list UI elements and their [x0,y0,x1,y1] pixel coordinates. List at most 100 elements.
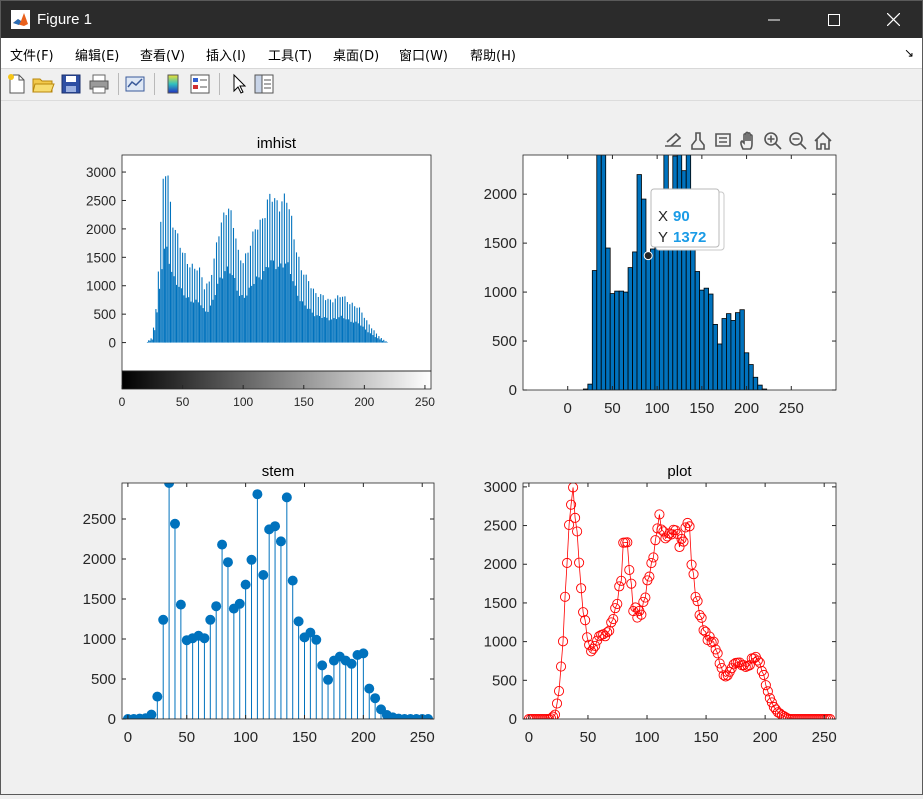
menu-tools[interactable]: 工具(T) [268,49,313,64]
y-tick-label: 2500 [86,193,116,208]
menu-desktop[interactable]: 桌面(D) [333,49,380,64]
y-tick-label: 1500 [484,235,517,252]
x-tick-label: 150 [689,400,714,417]
plot-marker [574,557,585,568]
toolbar-separator [154,73,155,95]
link-plot-icon[interactable] [123,72,147,96]
y-tick-label: 1500 [86,250,116,265]
histogram-bar [734,312,741,390]
histogram-bar [721,318,727,390]
histogram-bar [752,376,759,390]
plot-marker [555,661,567,672]
histogram-bar [641,198,647,390]
close-button[interactable] [870,1,916,38]
plot-marker [580,615,591,626]
plot-marker [656,524,667,535]
new-figure-icon[interactable] [5,72,29,96]
x-tick-label: 100 [233,729,258,746]
plot-marker [551,698,563,709]
stem-marker [217,539,228,550]
x-tick-label: 50 [176,395,190,409]
histogram-bar [605,247,611,390]
plot-content [146,175,388,343]
y-tick-label: 500 [492,672,517,689]
plot-marker [640,592,651,603]
minimize-button[interactable] [751,1,797,38]
stem-marker [158,614,169,625]
stem-marker [222,557,233,568]
x-tick-label: 50 [178,729,195,746]
plot-marker [578,607,589,618]
histogram-bar [730,320,736,390]
property-inspector-icon[interactable] [252,72,276,96]
y-tick-label: 0 [108,711,116,728]
histogram-bar [587,383,593,390]
x-tick-label: 100 [233,395,253,409]
plot-marker [768,701,779,713]
plot-marker [758,669,769,681]
maximize-button[interactable] [811,1,857,38]
histogram-bar [600,155,607,390]
plot-marker [694,609,705,621]
legend-icon[interactable] [188,72,212,96]
plot-marker [614,581,625,592]
plot-marker [582,632,593,643]
y-tick-label: 3000 [86,165,116,180]
plot-marker [776,710,787,719]
histogram-bar [694,271,701,390]
stem-marker [317,660,328,671]
menu-view[interactable]: 查看(V) [140,49,186,64]
plot-marker [566,499,577,510]
y-tick-label: 2000 [86,222,116,237]
plot-marker [652,523,663,534]
datatip-x-label: X [658,208,668,225]
plot-marker [636,609,647,620]
menu-edit[interactable]: 编辑(E) [75,49,120,64]
colorbar-icon[interactable] [161,72,185,96]
histogram-bar [761,388,768,390]
histogram-bar [609,293,616,390]
icon-shape [767,135,782,150]
plot-marker [549,709,561,719]
y-tick-label: 1500 [83,591,116,608]
histogram-bar [739,309,745,390]
menu-insert[interactable]: 插入(I) [206,49,246,64]
plot-marker [664,528,675,539]
home-icon[interactable] [814,131,832,150]
menu-help[interactable]: 帮助(H) [470,49,516,64]
x-tick-label: 200 [354,395,374,409]
open-file-icon[interactable] [31,72,55,96]
menu-window[interactable]: 窗口(W) [399,49,448,64]
histogram-bar [712,323,718,390]
pan-icon[interactable] [740,131,753,150]
print-icon[interactable] [87,72,111,96]
stem-marker [258,570,269,580]
histogram-bar [614,290,620,390]
export-icon[interactable] [665,132,682,147]
data-tips-icon[interactable] [715,133,731,147]
plot-marker [570,512,581,523]
menu-file[interactable]: 文件(F) [10,49,54,64]
matlab-icon [11,10,30,29]
plot-marker [648,552,659,563]
plot-marker [584,639,595,650]
edit-plot-arrow-icon[interactable] [226,72,250,96]
minimize-icon [768,19,780,20]
plot-marker [780,712,791,719]
dock-arrow-icon[interactable]: ↘ [903,46,914,60]
plot-marker [678,536,689,547]
save-icon[interactable] [59,72,83,96]
plot-marker [590,640,601,651]
plot-marker [676,533,687,544]
axes-box [522,482,837,720]
zoom-in-icon[interactable] [764,132,782,150]
maximize-icon [828,13,840,26]
plot-marker [576,583,587,594]
x-tick-label: 200 [734,400,759,417]
brush-icon[interactable] [691,132,705,150]
zoom-out-icon[interactable] [789,132,807,150]
axes-box [121,154,432,372]
axes-box [121,482,435,720]
